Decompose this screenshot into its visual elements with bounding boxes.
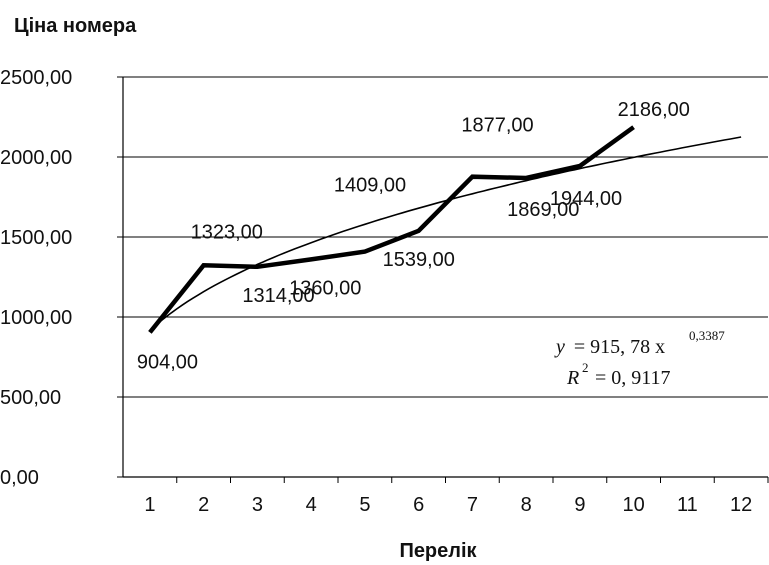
x-tick-label: 5	[359, 494, 370, 516]
axes	[117, 76, 769, 483]
data-label: 1360,00	[289, 277, 361, 299]
y-tick-label: 1000,00	[0, 307, 72, 329]
y-tick-label: 2500,00	[0, 67, 72, 89]
data-label: 904,00	[137, 351, 198, 373]
data-label: 1877,00	[461, 115, 533, 137]
x-tick-label: 3	[252, 494, 263, 516]
data-label: 2186,00	[618, 99, 690, 121]
x-tick-label: 1	[144, 494, 155, 516]
y-axis-title: Ціна номера	[14, 15, 137, 37]
data-label: 1314,00	[242, 285, 314, 307]
x-tick-label: 9	[574, 494, 585, 516]
x-tick-label: 6	[413, 494, 424, 516]
equation-lhs: y	[554, 336, 565, 358]
x-tick-label: 7	[467, 494, 478, 516]
r2-lhs: R	[566, 367, 579, 389]
y-tick-label: 0,00	[0, 467, 39, 489]
x-tick-label: 8	[521, 494, 532, 516]
svg-text:y = 915, 78 x: y = 915, 78 x	[554, 336, 665, 358]
x-tick-label: 12	[730, 494, 752, 516]
x-tick-label: 4	[306, 494, 317, 516]
svg-text:R: R	[566, 367, 579, 389]
trend-equation: y = 915, 78 x 0,3387 R 2 = 0, 9117	[554, 328, 725, 389]
data-label: 1869,00	[507, 199, 579, 221]
y-tick-label: 2000,00	[0, 147, 72, 169]
data-label: 1323,00	[191, 221, 263, 243]
y-tick-label: 500,00	[0, 387, 61, 409]
x-tick-label: 2	[198, 494, 209, 516]
data-label: 1409,00	[334, 175, 406, 197]
r2-exponent: 2	[582, 360, 589, 375]
data-series	[148, 125, 635, 334]
y-tick-labels: 0,00 500,00 1000,00 1500,00 2000,00 2500,00	[0, 67, 72, 489]
y-tick-label: 1500,00	[0, 227, 72, 249]
equation-exponent: 0,3387	[689, 328, 725, 343]
equation-rhs: = 915, 78 x	[574, 336, 665, 358]
r2-value: = 0, 9117	[595, 367, 671, 389]
data-label: 1539,00	[383, 249, 455, 271]
data-label: 1944,00	[550, 188, 622, 210]
x-tick-labels: 1 2 3 4 5 6 7 8 9 10 11 12	[144, 494, 752, 516]
x-tick-label: 11	[677, 494, 698, 516]
price-series-line	[148, 125, 635, 334]
gridlines	[123, 76, 768, 398]
x-axis-title: Перелік	[399, 540, 477, 562]
x-tick-label: 10	[623, 494, 645, 516]
